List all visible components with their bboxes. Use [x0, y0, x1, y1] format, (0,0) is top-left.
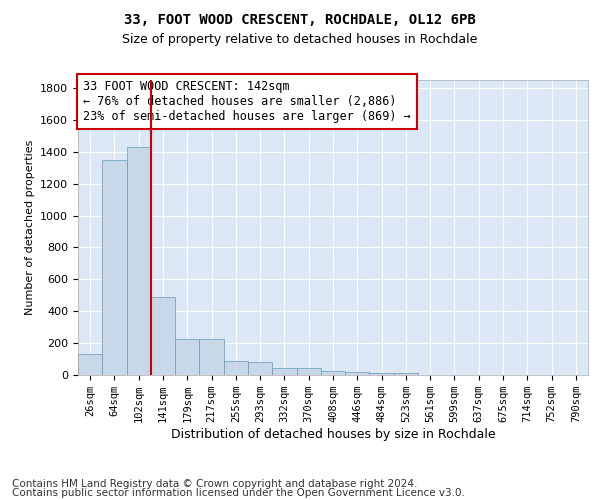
Bar — [345, 372, 370, 375]
Text: Contains HM Land Registry data © Crown copyright and database right 2024.: Contains HM Land Registry data © Crown c… — [12, 479, 418, 489]
Text: Contains public sector information licensed under the Open Government Licence v3: Contains public sector information licen… — [12, 488, 465, 498]
Bar — [127, 147, 151, 375]
Bar — [296, 368, 321, 375]
Bar — [224, 362, 248, 375]
Bar — [248, 362, 272, 375]
Bar — [175, 339, 199, 375]
Y-axis label: Number of detached properties: Number of detached properties — [25, 140, 35, 315]
Bar — [102, 160, 127, 375]
Bar — [272, 368, 296, 375]
X-axis label: Distribution of detached houses by size in Rochdale: Distribution of detached houses by size … — [170, 428, 496, 441]
Bar — [78, 354, 102, 375]
Text: Size of property relative to detached houses in Rochdale: Size of property relative to detached ho… — [122, 32, 478, 46]
Text: 33, FOOT WOOD CRESCENT, ROCHDALE, OL12 6PB: 33, FOOT WOOD CRESCENT, ROCHDALE, OL12 6… — [124, 12, 476, 26]
Bar — [199, 339, 224, 375]
Bar — [151, 297, 175, 375]
Bar — [394, 372, 418, 375]
Text: 33 FOOT WOOD CRESCENT: 142sqm
← 76% of detached houses are smaller (2,886)
23% o: 33 FOOT WOOD CRESCENT: 142sqm ← 76% of d… — [83, 80, 411, 123]
Bar — [321, 371, 345, 375]
Bar — [370, 372, 394, 375]
